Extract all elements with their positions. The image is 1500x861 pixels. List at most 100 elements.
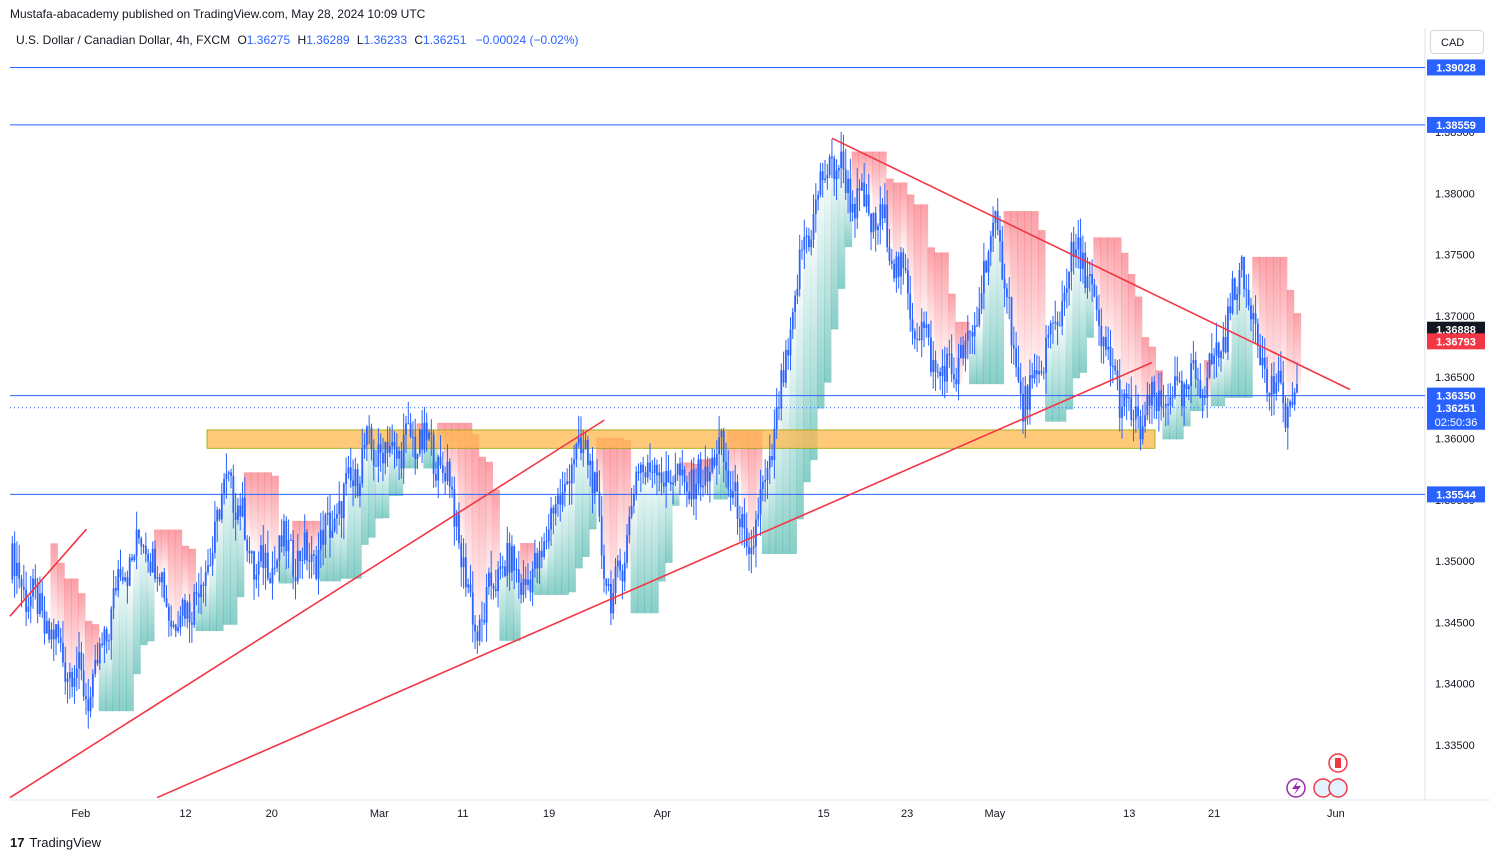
- candle-body: [20, 578, 23, 587]
- candle-body: [907, 270, 909, 294]
- y-tick-label: 1.37000: [1435, 311, 1475, 323]
- candle-body: [893, 263, 895, 279]
- candle-body: [1114, 365, 1117, 371]
- trendline: [9, 528, 88, 617]
- cloud-bullish-segment: [223, 478, 231, 625]
- candle-body: [262, 545, 265, 569]
- candle-body: [138, 529, 140, 539]
- symbol-title[interactable]: U.S. Dollar / Canadian Dollar, 4h, FXCM: [16, 33, 231, 47]
- candle-body: [685, 482, 688, 492]
- candle-body: [729, 489, 732, 498]
- candle-body: [1093, 284, 1096, 297]
- candle-body: [407, 423, 410, 425]
- cloud-bullish-segment: [409, 436, 418, 469]
- cloud-bullish-segment: [1169, 397, 1177, 440]
- candle-body: [812, 213, 815, 240]
- candle-body: [662, 482, 665, 487]
- cloud-bearish-segment: [250, 472, 259, 552]
- candle-body: [992, 222, 994, 237]
- cloud-bullish-segment: [1224, 352, 1233, 398]
- candle-body: [837, 168, 840, 171]
- candle-body: [600, 516, 603, 556]
- cloud-bullish-segment: [969, 332, 977, 385]
- cloud-bearish-segment: [50, 543, 58, 630]
- candle-body: [220, 493, 223, 520]
- candle-body: [605, 578, 608, 586]
- y-tick-label: 1.36500: [1435, 372, 1475, 384]
- candle-body: [467, 584, 470, 588]
- candle-body: [626, 535, 628, 563]
- candle-body: [11, 543, 14, 580]
- y-tick-label: 1.38500: [1435, 127, 1475, 139]
- candle-body: [1233, 278, 1236, 301]
- x-tick-label: 23: [901, 808, 913, 820]
- candle-body: [844, 169, 847, 194]
- candle-body: [1171, 396, 1174, 398]
- candle-body: [699, 459, 702, 488]
- candle-body: [817, 195, 820, 200]
- candle-body: [867, 194, 870, 214]
- candle-body: [1201, 395, 1204, 398]
- candle-body: [336, 513, 338, 519]
- x-tick-label: 21: [1208, 808, 1220, 820]
- candle-body: [959, 345, 962, 358]
- cloud-bearish-segment: [71, 578, 79, 687]
- candle-body: [610, 583, 612, 614]
- candle-body: [1263, 357, 1266, 369]
- candle-body: [1121, 406, 1123, 418]
- candle-body: [860, 182, 863, 191]
- candle-body: [920, 321, 923, 341]
- candle-body: [607, 583, 610, 586]
- lightning-glyph: [1292, 781, 1301, 795]
- cloud-bearish-segment: [1093, 237, 1101, 297]
- candle-body: [453, 489, 456, 527]
- candle-body: [1213, 355, 1216, 364]
- cloud-bullish-segment: [361, 448, 369, 545]
- candle-body: [246, 539, 249, 551]
- cloud-bearish-segment: [154, 529, 162, 579]
- cloud-bullish-segment: [817, 195, 825, 409]
- candle-body: [639, 464, 642, 473]
- candle-body: [133, 555, 136, 561]
- x-tick-label: Apr: [654, 808, 671, 820]
- y-tick-label: 1.33500: [1435, 740, 1475, 752]
- candle-body: [520, 582, 523, 595]
- cloud-bullish-segment: [989, 236, 998, 385]
- candle-body: [741, 513, 744, 528]
- candle-body: [863, 182, 866, 207]
- candle-body: [536, 552, 539, 569]
- candle-body: [529, 579, 532, 593]
- candle-body: [45, 620, 48, 634]
- candle-body: [582, 449, 585, 454]
- candle-body: [552, 507, 555, 514]
- open-value: 1.36275: [246, 33, 291, 47]
- cloud-bearish-segment: [596, 437, 604, 492]
- candle-body: [1098, 309, 1100, 326]
- candle-body: [16, 562, 18, 576]
- candle-body: [296, 550, 299, 582]
- cloud-bearish-segment: [685, 462, 694, 492]
- currency-button[interactable]: CAD: [1430, 30, 1484, 54]
- candle-body: [18, 562, 21, 579]
- cloud-bearish-segment: [900, 182, 908, 253]
- candle-body: [375, 465, 377, 467]
- x-tick-label: 11: [457, 808, 468, 820]
- candle-body: [338, 501, 341, 514]
- candle-body: [223, 478, 226, 494]
- cloud-bearish-segment: [1148, 346, 1157, 406]
- candle-body: [218, 509, 221, 520]
- candle-body: [978, 308, 981, 326]
- candle-body: [1222, 336, 1225, 352]
- candle-body: [211, 552, 214, 566]
- cloud-bearish-segment: [699, 459, 708, 488]
- candle-body: [559, 495, 562, 505]
- cloud-bearish-segment: [91, 624, 100, 675]
- candle-body: [1176, 376, 1179, 381]
- candle-body: [101, 643, 103, 646]
- candle-body: [94, 659, 97, 675]
- candle-body: [161, 572, 163, 583]
- cloud-bullish-segment: [236, 505, 245, 598]
- candle-body: [1187, 386, 1190, 389]
- candle-body: [633, 494, 635, 506]
